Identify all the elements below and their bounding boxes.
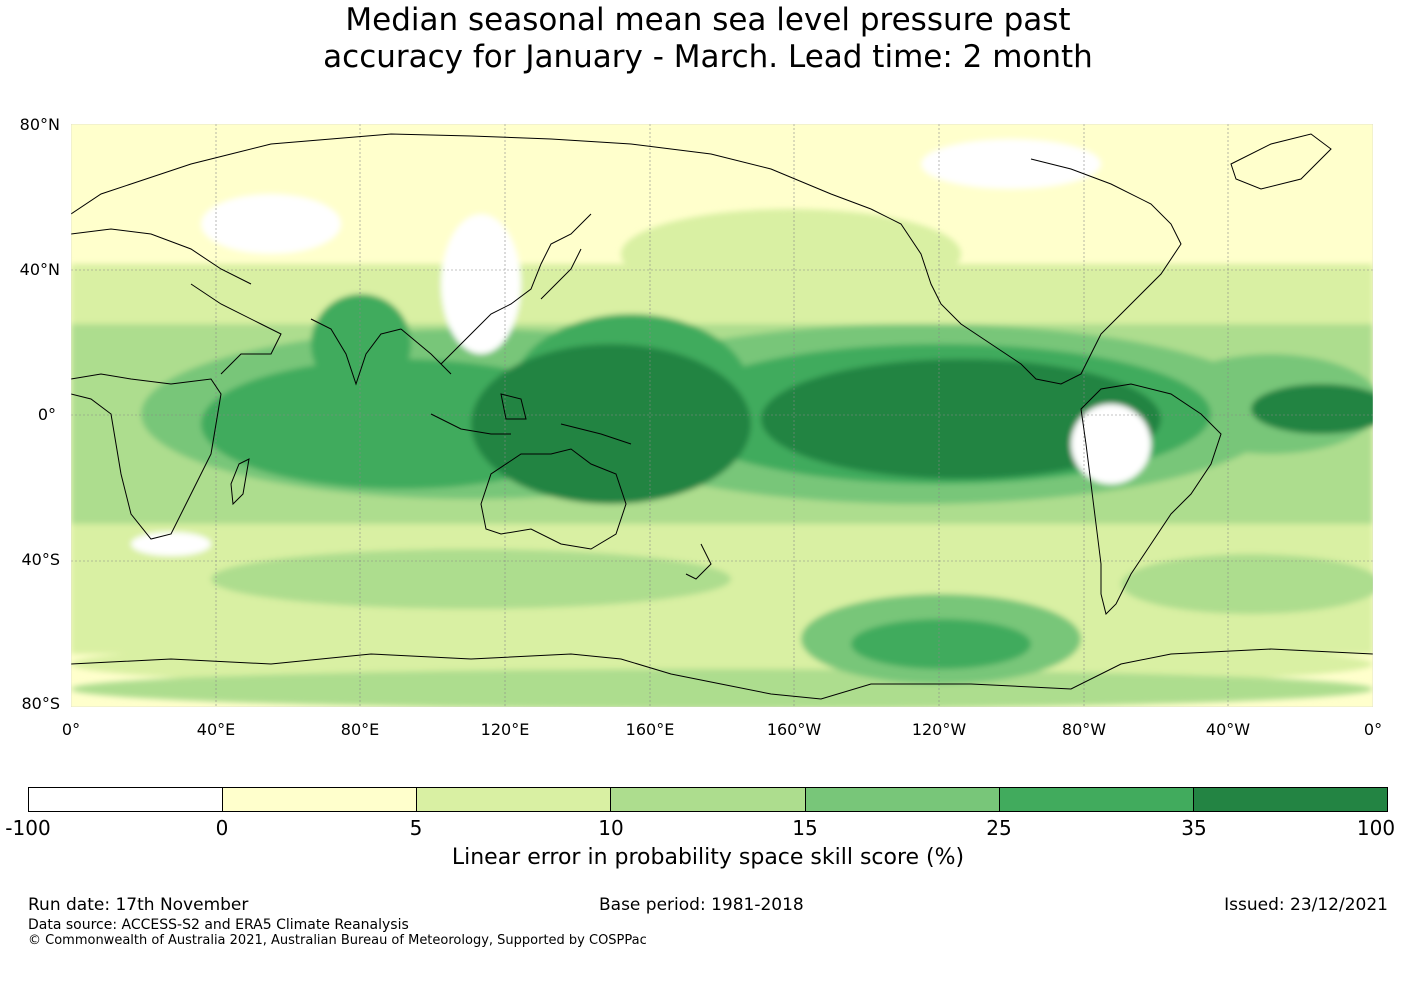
lon-label-40e: 40°E (196, 720, 236, 739)
india-coast (310, 318, 402, 386)
coastlines (71, 133, 1373, 700)
field-southern-indian (211, 549, 731, 609)
north-america-coast (870, 158, 1182, 385)
mediterranean-coast (71, 228, 252, 285)
madagascar-coast (230, 458, 250, 506)
colorbar-title: Linear error in probability space skill … (451, 845, 965, 870)
map-title-line-1: Median seasonal mean sea level pressure … (345, 2, 1071, 38)
colorbar (28, 787, 1388, 812)
skill-fields (71, 139, 1373, 707)
field-antarctic-coast (71, 669, 1373, 707)
base-period: Base period: 1981-2018 (599, 895, 804, 915)
field-amazon (1071, 404, 1151, 484)
lon-label-120w: 120°W (911, 720, 967, 739)
lat-label-equator: 0° (37, 405, 56, 424)
field-central-pacific (761, 359, 1161, 479)
lon-label-0-west: 0° (61, 720, 81, 739)
colorbar-tick: 25 (986, 816, 1012, 840)
new-guinea-coast (560, 423, 632, 445)
greenland-coast (1230, 133, 1332, 190)
eurasia-north-coast (71, 133, 872, 215)
lon-label-80w: 80°W (1061, 720, 1107, 739)
map-canvas (71, 124, 1373, 707)
field-south-atlantic (1121, 554, 1373, 614)
east-asia-coast (400, 213, 592, 375)
lat-label-80s: 80°S (21, 694, 60, 713)
colorbar-segment (999, 788, 1194, 811)
field-arabian-sea (311, 294, 411, 394)
colorbar-tick: 10 (598, 816, 624, 840)
arabia-coast (190, 283, 282, 375)
lon-label-160e: 160°E (625, 720, 675, 739)
colorbar-segment (611, 788, 806, 811)
japan-coast (540, 248, 582, 300)
map-title-line-2: accuracy for January - March. Lead time:… (323, 39, 1093, 75)
colorbar-tick: 15 (792, 816, 818, 840)
field-ross-sea (851, 619, 1031, 669)
colorbar-segment (223, 788, 418, 811)
lon-label-0-east: 0° (1363, 720, 1383, 739)
colorbar-tick: 35 (1181, 816, 1207, 840)
colorbar-tick: 5 (409, 816, 423, 840)
colorbar-segment (805, 788, 1000, 811)
field-east-asia (441, 214, 521, 354)
lat-label-40n: 40°N (19, 260, 60, 279)
map-title: Median seasonal mean sea level pressure … (0, 2, 1416, 76)
field-equatorial-atlantic (1251, 384, 1373, 434)
antarctica-coast (71, 648, 1373, 700)
issued-date: Issued: 23/12/2021 (1224, 895, 1388, 915)
borneo-coast (500, 393, 527, 420)
copyright: © Commonwealth of Australia 2021, Austra… (28, 933, 647, 948)
australia-coast (480, 448, 627, 550)
colorbar-tick: 100 (1356, 816, 1396, 840)
colorbar-segment (29, 788, 224, 811)
lat-label-80n: 80°N (19, 115, 60, 134)
field-north-pacific (621, 209, 961, 299)
field-middle-east (201, 194, 341, 254)
run-date: Run date: 17th November (28, 895, 249, 915)
colorbar-segment (417, 788, 612, 811)
lon-label-120e: 120°E (480, 720, 530, 739)
sumatra-java-coast (430, 413, 511, 435)
field-maritime-continent (471, 344, 751, 504)
field-south-africa (131, 532, 211, 556)
lon-label-40w: 40°W (1205, 720, 1251, 739)
africa-coast (71, 373, 222, 540)
colorbar-segment (1193, 788, 1387, 811)
colorbar-tick: -100 (5, 816, 51, 840)
graticule (71, 124, 1373, 707)
skill-score-map (71, 124, 1373, 707)
south-america-coast (1080, 383, 1222, 615)
lat-label-40s: 40°S (21, 550, 60, 569)
data-source: Data source: ACCESS-S2 and ERA5 Climate … (28, 917, 409, 933)
field-arctic-canada (921, 139, 1101, 189)
lon-label-80e: 80°E (340, 720, 380, 739)
lon-label-160w: 160°W (766, 720, 822, 739)
new-zealand-coast (685, 543, 712, 580)
colorbar-tick: 0 (215, 816, 229, 840)
